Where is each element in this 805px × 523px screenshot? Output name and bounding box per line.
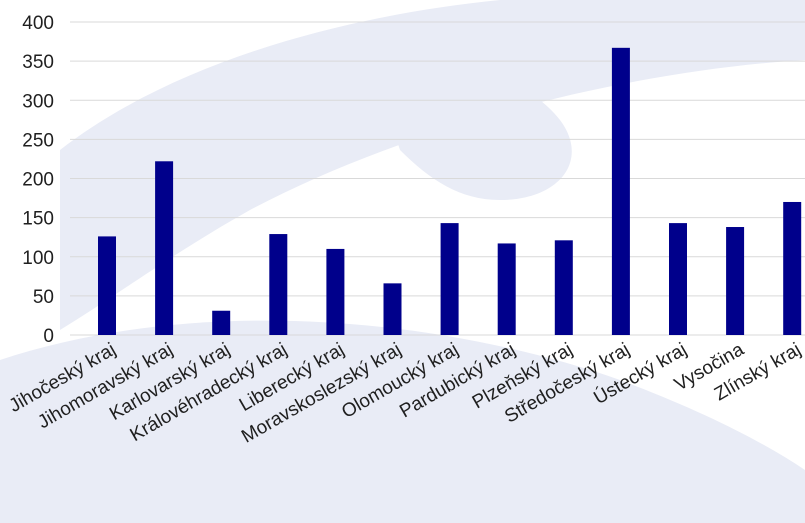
y-tick-label: 50 [33, 287, 54, 308]
bar [497, 243, 516, 335]
y-tick-label: 300 [22, 91, 54, 112]
y-tick-label: 150 [22, 209, 54, 230]
bars [98, 47, 802, 335]
bar [383, 283, 402, 335]
bar [98, 236, 116, 335]
bar [669, 223, 687, 335]
y-tick-label: 250 [22, 130, 54, 151]
y-tick-label: 400 [22, 13, 54, 34]
bar [269, 234, 288, 335]
y-axis-ticks: 0 50 100 150 200 250 300 350 400 [22, 13, 54, 347]
bar [212, 310, 231, 335]
bar [155, 161, 174, 335]
bar [554, 240, 573, 335]
bar [326, 248, 345, 335]
y-tick-label: 0 [43, 326, 54, 347]
y-tick-label: 200 [22, 170, 54, 191]
bar [726, 227, 745, 335]
y-tick-label: 100 [22, 248, 54, 269]
bar [611, 47, 630, 335]
y-tick-label: 350 [22, 52, 54, 73]
bar [783, 201, 802, 335]
bar [440, 223, 459, 335]
